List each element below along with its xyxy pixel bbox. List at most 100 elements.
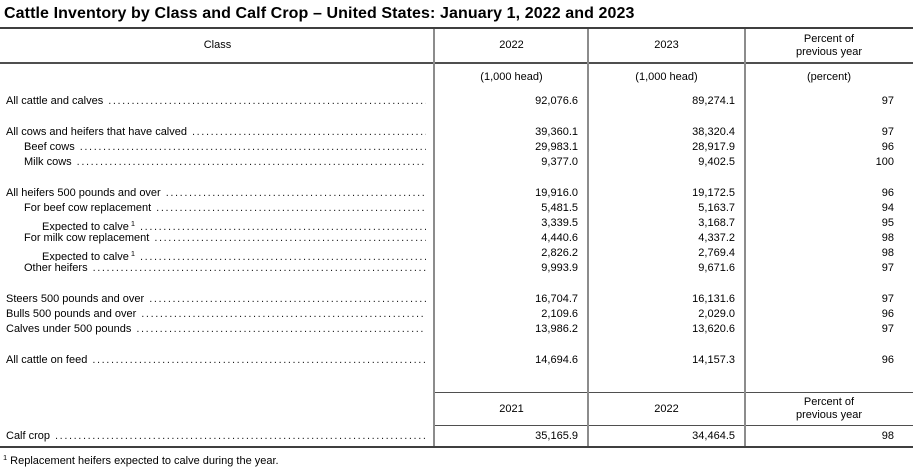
value-2023: 34,464.5: [692, 430, 735, 442]
table-header-row: Class 2022 2023 Percent of previous year: [0, 29, 913, 64]
value-2022: 5,481.5: [541, 202, 578, 214]
header-year-2022: 2022: [499, 39, 524, 51]
row-label-wrap: Calf crop: [0, 426, 50, 446]
row-label-wrap: For milk cow replacement: [0, 231, 149, 246]
table-row: All cattle and calves ..................…: [0, 94, 913, 109]
value-2023: 13,620.6: [692, 323, 735, 335]
row-label: For beef cow replacement: [24, 202, 152, 214]
column-rule-1: [433, 29, 435, 446]
value-percent: 96: [881, 308, 894, 320]
dot-leader: ........................................…: [156, 202, 426, 214]
value-2023: 3,168.7: [698, 217, 735, 229]
footnote: 1 Replacement heifers expected to calve d…: [0, 453, 915, 467]
footnote-marker: 1: [3, 453, 8, 462]
value-2022: 29,983.1: [535, 141, 578, 153]
row-class-cell: All cows and heifers that have calved ..…: [0, 125, 435, 140]
value-percent: 97: [881, 95, 894, 107]
value-2022: 9,993.9: [541, 262, 578, 274]
value-2022: 35,165.9: [535, 430, 578, 442]
row-label-wrap: Other heifers: [0, 261, 88, 276]
footnote-text: Replacement heifers expected to calve du…: [10, 455, 279, 467]
row-label: All cattle on feed: [6, 354, 88, 366]
row-class-cell: Calves under 500 pounds ................…: [0, 322, 435, 337]
units-head-1: (1,000 head): [480, 71, 543, 83]
header-year-2023: 2023: [654, 39, 679, 51]
value-2022: 9,377.0: [541, 156, 578, 168]
value-2023: 19,172.5: [692, 187, 735, 199]
table-row: All heifers 500 pounds and over ........…: [0, 186, 913, 201]
table-row: Steers 500 pounds and over .............…: [0, 292, 913, 307]
row-group: All heifers 500 pounds and over ........…: [0, 186, 913, 276]
value-percent: 100: [875, 156, 894, 168]
row-label-wrap: Steers 500 pounds and over: [0, 292, 144, 307]
row-class-cell: For beef cow replacement ...............…: [0, 201, 435, 216]
footnote-reference: 1: [130, 219, 136, 228]
row-group: All cattle and calves ..................…: [0, 94, 913, 109]
value-percent: 97: [881, 293, 894, 305]
row-label: Expected to calve: [42, 221, 129, 231]
table-row: Calf crop ..............................…: [0, 426, 913, 446]
row-label: Expected to calve: [42, 251, 129, 261]
row-group: All cattle on feed .....................…: [0, 353, 913, 368]
row-class-cell: All cattle and calves ..................…: [0, 94, 435, 109]
row-class-cell: Beef cows ..............................…: [0, 140, 435, 155]
header-percent: Percent of previous year: [795, 32, 863, 58]
table-row: For beef cow replacement ...............…: [0, 201, 913, 216]
table-row: Beef cows ..............................…: [0, 140, 913, 155]
column-rule-3: [744, 29, 746, 446]
row-class-cell: Expected to calve 1 .....................…: [0, 216, 435, 231]
row-class-cell: Steers 500 pounds and over .............…: [0, 292, 435, 307]
row-label: Beef cows: [24, 141, 75, 153]
table-row: Other heifers ..........................…: [0, 261, 913, 276]
value-percent: 97: [881, 126, 894, 138]
value-2022: 14,694.6: [535, 354, 578, 366]
row-label-wrap: Expected to calve 1: [0, 216, 135, 231]
value-2023: 38,320.4: [692, 126, 735, 138]
row-label: Steers 500 pounds and over: [6, 293, 145, 305]
value-2023: 5,163.7: [698, 202, 735, 214]
row-label-wrap: All cattle and calves: [0, 94, 103, 109]
row-label-wrap: All heifers 500 pounds and over: [0, 186, 161, 201]
row-class-cell: Expected to calve 1 .....................…: [0, 246, 435, 261]
row-class-cell: For milk cow replacement ...............…: [0, 231, 435, 246]
row-label: Other heifers: [24, 262, 88, 274]
dot-leader: ........................................…: [55, 430, 426, 442]
dot-leader: ........................................…: [92, 262, 426, 274]
row-label-wrap: All cattle on feed: [0, 353, 87, 368]
value-percent: 97: [881, 262, 894, 274]
dot-leader: ........................................…: [154, 232, 426, 244]
value-2022: 92,076.6: [535, 95, 578, 107]
table-row: Expected to calve 1 .....................…: [0, 246, 913, 261]
value-2023: 9,671.6: [698, 262, 735, 274]
value-percent: 96: [881, 141, 894, 153]
row-label: Bulls 500 pounds and over: [6, 308, 137, 320]
table-row: For milk cow replacement ...............…: [0, 231, 913, 246]
row-label-wrap: For beef cow replacement: [0, 201, 151, 216]
value-2022: 2,826.2: [541, 247, 578, 259]
value-percent: 98: [881, 232, 894, 244]
second-header-percent: Percent of previous year: [745, 392, 913, 426]
dot-leader: ........................................…: [136, 323, 426, 335]
column-rule-2: [587, 29, 589, 446]
units-percent: (percent): [806, 71, 852, 83]
dot-leader: ........................................…: [76, 156, 426, 168]
dot-leader: ........................................…: [149, 293, 426, 305]
table-row: Expected to calve 1 .....................…: [0, 216, 913, 231]
dot-leader: ........................................…: [140, 221, 426, 231]
row-class-cell: Other heifers ..........................…: [0, 261, 435, 276]
value-percent: 95: [881, 217, 894, 229]
table-row: Milk cows ..............................…: [0, 155, 913, 170]
row-label-wrap: Beef cows: [0, 140, 75, 155]
row-label: Calf crop: [6, 430, 51, 442]
row-class-cell: Calf crop ..............................…: [0, 426, 435, 446]
table-row: Bulls 500 pounds and over ..............…: [0, 307, 913, 322]
row-label-wrap: All cows and heifers that have calved: [0, 125, 187, 140]
dot-leader: ........................................…: [141, 308, 426, 320]
value-2022: 13,986.2: [535, 323, 578, 335]
row-label: Milk cows: [24, 156, 72, 168]
row-label: All cattle and calves: [6, 95, 104, 107]
value-percent: 94: [881, 202, 894, 214]
value-percent: 97: [881, 323, 894, 335]
row-class-cell: All cattle on feed .....................…: [0, 353, 435, 368]
row-class-cell: All heifers 500 pounds and over ........…: [0, 186, 435, 201]
